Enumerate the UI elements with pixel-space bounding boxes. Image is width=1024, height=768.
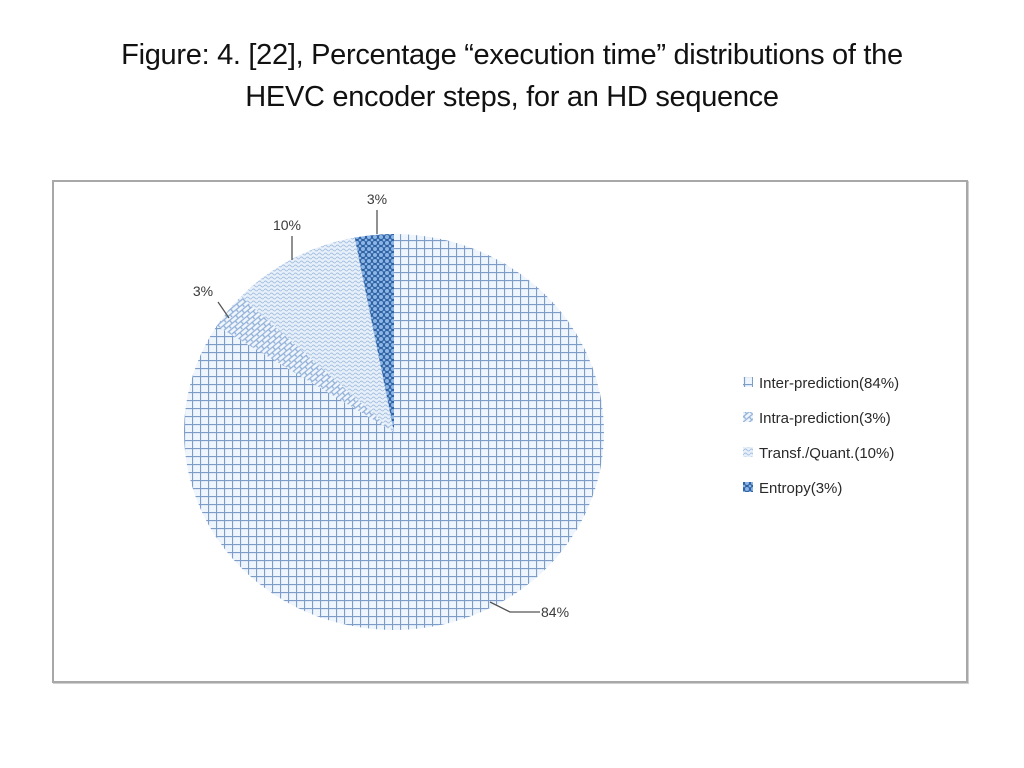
pie-slice-entropy	[354, 234, 394, 432]
leader-lines	[217, 210, 540, 613]
data-label-entropy: 3%	[367, 191, 387, 207]
legend-key-inter-prediction-icon	[743, 377, 753, 387]
legend-label-transf-quant: Transf./Quant.(10%)	[759, 445, 894, 462]
pie-slices	[184, 234, 605, 630]
leader-line-intra-prediction	[217, 301, 230, 319]
figure-title-line-1: Figure: 4. [22], Percentage “execution t…	[121, 39, 903, 71]
data-label-intra-prediction: 3%	[193, 283, 213, 299]
legend-key-transf-quant-icon	[743, 447, 753, 457]
pie-slice-intra-prediction	[216, 296, 394, 432]
leader-line-inter-prediction	[489, 601, 540, 613]
figure-title-line-2: HEVC encoder steps, for an HD sequence	[245, 81, 779, 113]
legend-key-entropy-icon	[743, 482, 753, 492]
legend-label-inter-prediction: Inter-prediction(84%)	[759, 375, 899, 392]
pie-slice-transf-quant	[240, 237, 394, 432]
legend-label-intra-prediction: Intra-prediction(3%)	[759, 410, 891, 427]
pie-slice-inter-prediction	[184, 234, 605, 630]
data-label-transf-quant: 10%	[273, 217, 301, 233]
data-label-inter-prediction: 84%	[541, 604, 569, 620]
data-labels: 84% 3% 10% 3%	[193, 191, 569, 620]
figure-title: Figure: 4. [22], Percentage “execution t…	[0, 34, 1024, 118]
legend-key-intra-prediction-icon	[743, 412, 753, 422]
legend: Inter-prediction(84%) Intra-prediction(3%…	[743, 375, 899, 497]
legend-label-entropy: Entropy(3%)	[759, 480, 842, 497]
